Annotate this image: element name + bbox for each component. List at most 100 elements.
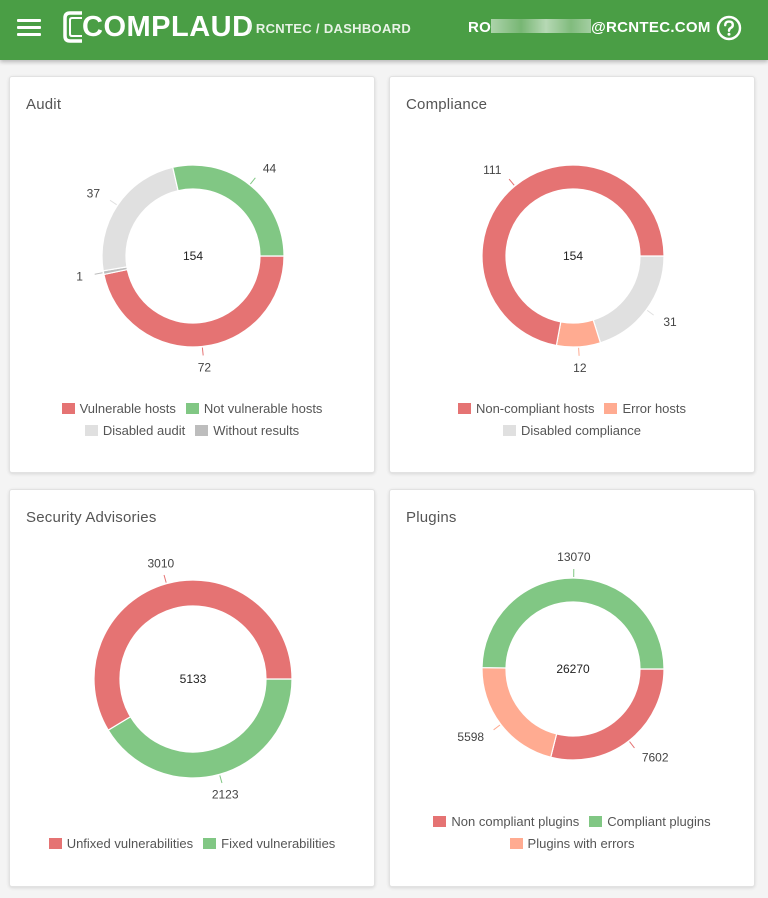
legend-item-plugins-with-errors[interactable]: Plugins with errors — [509, 836, 635, 851]
legend-label: Vulnerable hosts — [79, 401, 176, 416]
legend-item-error-hosts[interactable]: Error hosts — [604, 401, 686, 416]
user-email[interactable]: RO @RCNTEC.COM — [468, 19, 711, 36]
leader-line-disabled-audit — [109, 199, 117, 206]
legend-item-vulnerable-hosts[interactable]: Vulnerable hosts — [61, 401, 176, 416]
compliance-legend: Non-compliant hosts Error hosts Disabled c… — [390, 401, 754, 445]
leader-line-non-compliant-plugins — [629, 741, 635, 749]
legend-item-disabled-audit[interactable]: Disabled audit — [84, 423, 186, 438]
slice-fixed-vulnerabilities[interactable] — [107, 678, 293, 779]
email-redaction — [491, 19, 592, 33]
leader-line-plugins-with-errors — [493, 724, 501, 731]
legend-label: Disabled audit — [102, 423, 186, 438]
center-total-label: 5133 — [180, 672, 207, 686]
advisories-legend: Unfixed vulnerabilities Fixed vulnerabili… — [10, 836, 374, 858]
legend-row: Plugins with errors — [390, 836, 754, 851]
slice-disabled-compliance[interactable] — [592, 255, 665, 344]
value-label-unfixed-vulnerabilities: 3010 — [147, 556, 174, 570]
legend-swatch — [203, 838, 217, 849]
slice-disabled-audit[interactable] — [101, 166, 179, 272]
legend-label: Plugins with errors — [527, 836, 635, 851]
value-label-vulnerable-hosts: 72 — [198, 360, 212, 374]
legend-row: Non compliant plugins Compliant plugins — [390, 814, 754, 829]
legend-swatch — [503, 425, 517, 436]
value-label-disabled-compliance: 31 — [663, 315, 677, 329]
advisories-donut-chart: 2123 3010 5133 — [93, 556, 293, 802]
legend-label: Compliant plugins — [607, 814, 711, 829]
slice-plugins-with-errors[interactable] — [481, 666, 558, 758]
slice-compliant-plugins[interactable] — [481, 577, 665, 670]
legend-label: Unfixed vulnerabilities — [66, 836, 194, 851]
value-label-disabled-audit: 37 — [87, 187, 101, 201]
leader-line-non-compliant-hosts — [508, 178, 515, 186]
center-total-label: 26270 — [556, 662, 590, 676]
value-label-non-compliant-hosts: 111 — [483, 163, 502, 177]
legend-swatch — [589, 816, 603, 827]
legend-item-not-vulnerable-hosts[interactable]: Not vulnerable hosts — [185, 401, 323, 416]
legend-label: Disabled compliance — [521, 423, 641, 438]
audit-card: Audit 72 1 37 44 154 Vulnerable hosts Not vul… — [9, 76, 375, 473]
legend-label: Non-compliant hosts — [475, 401, 595, 416]
leader-line-vulnerable-hosts — [201, 347, 204, 356]
logo-text: COMPLAUD — [82, 10, 254, 43]
plugins-legend: Non compliant plugins Compliant plugins Pl… — [390, 814, 754, 858]
center-total-label: 154 — [563, 249, 583, 263]
value-label-not-vulnerable-hosts: 44 — [263, 161, 277, 175]
legend-swatch — [84, 425, 98, 436]
legend-swatch — [48, 838, 62, 849]
legend-row: Non-compliant hosts Error hosts — [390, 401, 754, 416]
legend-row: Disabled compliance — [390, 423, 754, 438]
legend-swatch — [61, 403, 75, 414]
card-title: Plugins — [406, 509, 457, 526]
leader-line-not-vulnerable-hosts — [249, 177, 256, 185]
legend-item-without-results[interactable]: Without results — [195, 423, 299, 438]
value-label-non-compliant-plugins: 7602 — [642, 750, 669, 764]
legend-swatch — [604, 403, 618, 414]
leader-line-without-results — [94, 272, 103, 275]
legend-label: Error hosts — [622, 401, 687, 416]
breadcrumb-dashboard[interactable]: DASHBOARD — [323, 21, 412, 36]
legend-item-fixed-vulnerabilities[interactable]: Fixed vulnerabilities — [203, 836, 335, 851]
legend-swatch — [509, 838, 523, 849]
legend-item-compliant-plugins[interactable]: Compliant plugins — [589, 814, 711, 829]
legend-swatch — [457, 403, 471, 414]
value-label-plugins-with-errors: 5598 — [457, 730, 484, 744]
audit-legend: Vulnerable hosts Not vulnerable hosts Disa… — [10, 401, 374, 445]
breadcrumb-rcntec[interactable]: RCNTEC — [255, 21, 312, 36]
center-total-label: 154 — [183, 249, 203, 263]
slice-non-compliant-hosts[interactable] — [481, 164, 665, 347]
legend-row: Disabled audit Without results — [10, 423, 374, 438]
help-icon[interactable] — [716, 15, 742, 41]
card-title: Security Advisories — [26, 509, 157, 526]
slice-error-hosts[interactable] — [555, 319, 602, 348]
slice-unfixed-vulnerabilities[interactable] — [93, 579, 293, 731]
legend-swatch — [433, 816, 447, 827]
leader-line-unfixed-vulnerabilities — [163, 574, 167, 583]
value-label-without-results: 1 — [76, 269, 83, 283]
leader-line-fixed-vulnerabilities — [219, 775, 223, 784]
breadcrumb: / RCNTEC / DASHBOARD — [248, 21, 412, 36]
slice-non-compliant-plugins[interactable] — [549, 668, 665, 761]
legend-item-non-compliant-hosts[interactable]: Non-compliant hosts — [457, 401, 595, 416]
legend-swatch — [195, 425, 209, 436]
legend-swatch — [185, 403, 199, 414]
app-logo[interactable]: COMPLAUD — [62, 10, 254, 44]
top-app-bar: COMPLAUD / RCNTEC / DASHBOARD RO @RCNTEC.COM — [0, 0, 768, 60]
plugins-card: Plugins 7602 5598 13070 26270 Non compliant… — [389, 489, 755, 887]
legend-item-non-compliant-plugins[interactable]: Non compliant plugins — [433, 814, 579, 829]
slice-vulnerable-hosts[interactable] — [103, 255, 285, 348]
compliance-donut-chart: 31 12 111 154 — [481, 163, 677, 375]
leader-line-disabled-compliance — [646, 309, 654, 316]
legend-item-disabled-compliance[interactable]: Disabled compliance — [503, 423, 641, 438]
menu-icon[interactable] — [17, 18, 41, 38]
legend-label: Non compliant plugins — [451, 814, 580, 829]
value-label-error-hosts: 12 — [573, 361, 587, 375]
card-title: Audit — [26, 96, 62, 113]
slice-not-vulnerable-hosts[interactable] — [172, 164, 285, 257]
security-advisories-card: Security Advisories 2123 3010 5133 Unfixed… — [9, 489, 375, 887]
legend-label: Fixed vulnerabilities — [221, 836, 336, 851]
legend-item-unfixed-vulnerabilities[interactable]: Unfixed vulnerabilities — [48, 836, 194, 851]
card-title: Compliance — [406, 96, 488, 113]
value-label-compliant-plugins: 13070 — [557, 550, 591, 564]
audit-donut-chart: 72 1 37 44 154 — [76, 161, 285, 374]
legend-label: Not vulnerable hosts — [203, 401, 323, 416]
